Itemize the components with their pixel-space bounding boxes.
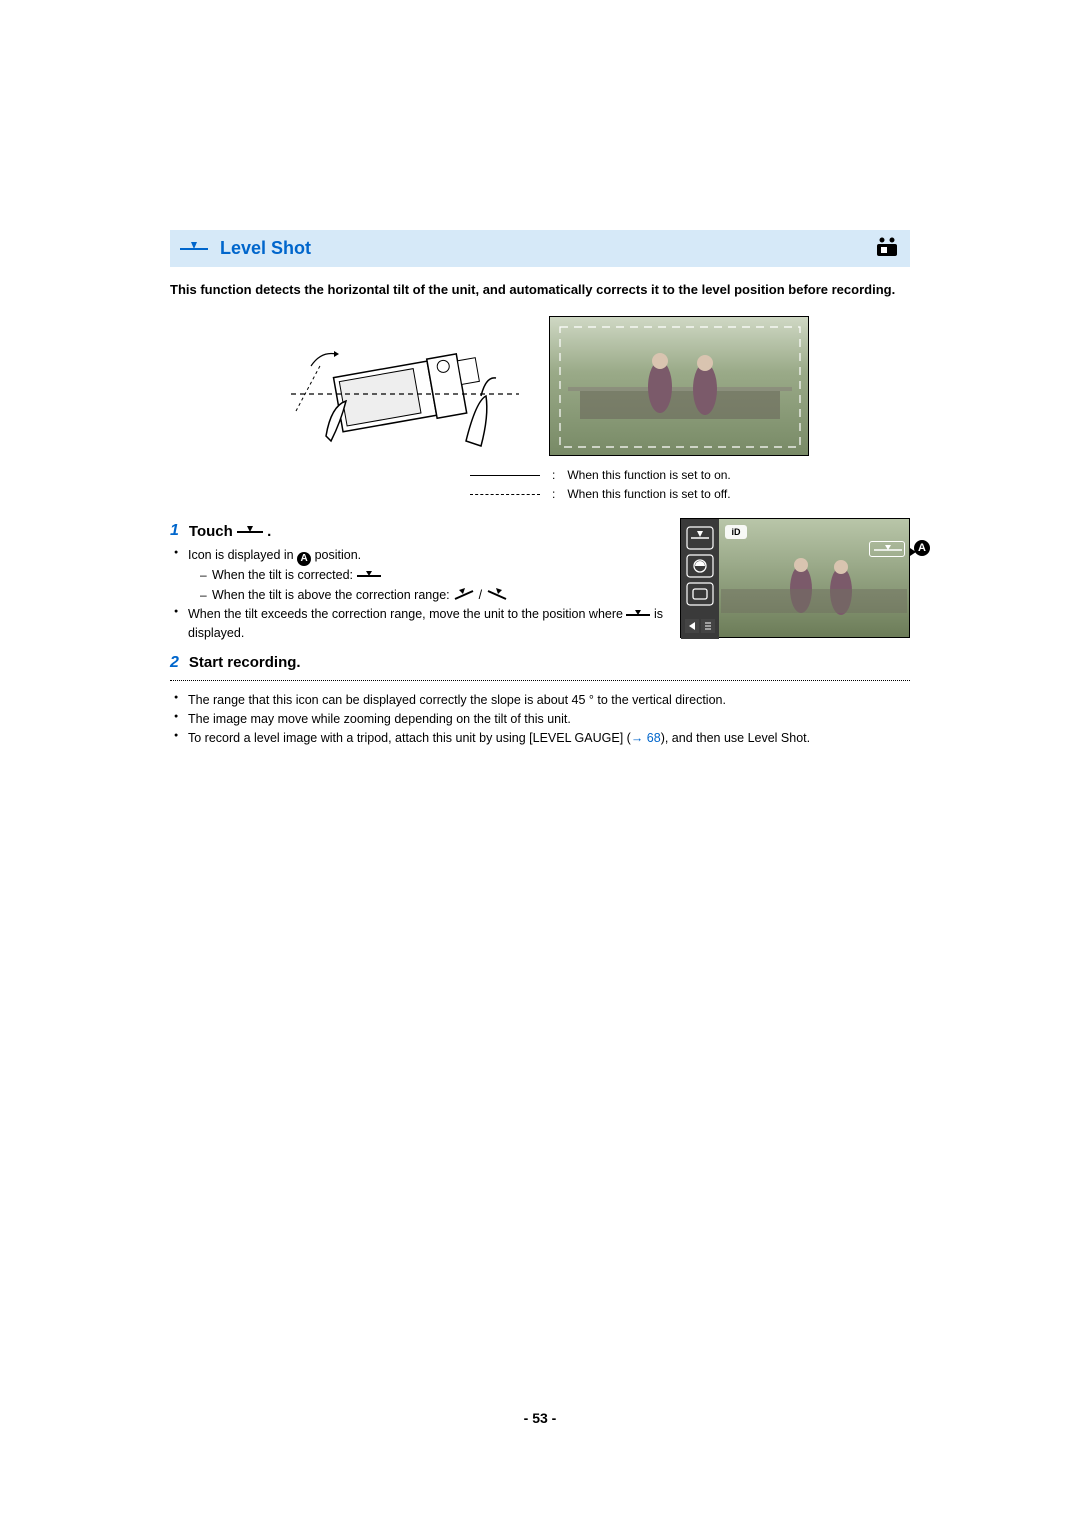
note-2: The image may move while zooming dependi… — [174, 710, 910, 729]
svg-text:iD: iD — [732, 527, 742, 537]
step-1-suffix: . — [267, 523, 271, 540]
intro-text: This function detects the horizontal til… — [170, 281, 910, 300]
bullet-1: Icon is displayed in A position. When th… — [174, 546, 666, 605]
preview-photo — [549, 316, 809, 456]
level-tilt-left-icon — [453, 588, 478, 602]
illustration-row — [170, 316, 910, 456]
level-ok-icon — [357, 568, 381, 582]
level-shot-icon — [237, 523, 267, 540]
step-2: 2 Start recording. — [170, 654, 666, 672]
page-number: - 53 - — [0, 1410, 1080, 1426]
level-ok-icon — [626, 607, 653, 621]
sub-2: When the tilt is above the correction ra… — [188, 586, 666, 605]
level-shot-icon — [180, 240, 208, 258]
dashed-line-icon — [470, 494, 540, 495]
sub-1: When the tilt is corrected: — [188, 566, 666, 585]
step-2-num: 2 — [170, 654, 179, 672]
divider — [170, 680, 910, 681]
legend: : When this function is set to on. : Whe… — [470, 466, 910, 504]
solid-line-icon — [470, 475, 540, 476]
legend-on: When this function is set to on. — [567, 466, 730, 485]
level-tilt-right-icon — [486, 588, 508, 602]
camera-screen: iD — [680, 518, 910, 638]
step-1-prefix: Touch — [189, 523, 233, 540]
video-mode-icon — [874, 236, 900, 261]
legend-off: When this function is set to off. — [567, 485, 730, 504]
note-3: To record a level image with a tripod, a… — [174, 729, 910, 748]
step-2-label: Start recording. — [189, 654, 301, 671]
bullet-2: When the tilt exceeds the correction ran… — [174, 605, 666, 644]
badge-a-icon: A — [914, 540, 930, 556]
section-title: Level Shot — [220, 238, 311, 259]
tilt-drawing — [271, 316, 531, 456]
badge-a-icon: A — [297, 552, 311, 566]
note-1: The range that this icon can be displaye… — [174, 691, 910, 710]
page-link[interactable]: 68 — [647, 731, 661, 745]
step-1: 1 Touch . — [170, 522, 666, 540]
step-1-num: 1 — [170, 522, 179, 540]
level-indicator-box — [869, 541, 905, 557]
section-header: Level Shot — [170, 230, 910, 267]
